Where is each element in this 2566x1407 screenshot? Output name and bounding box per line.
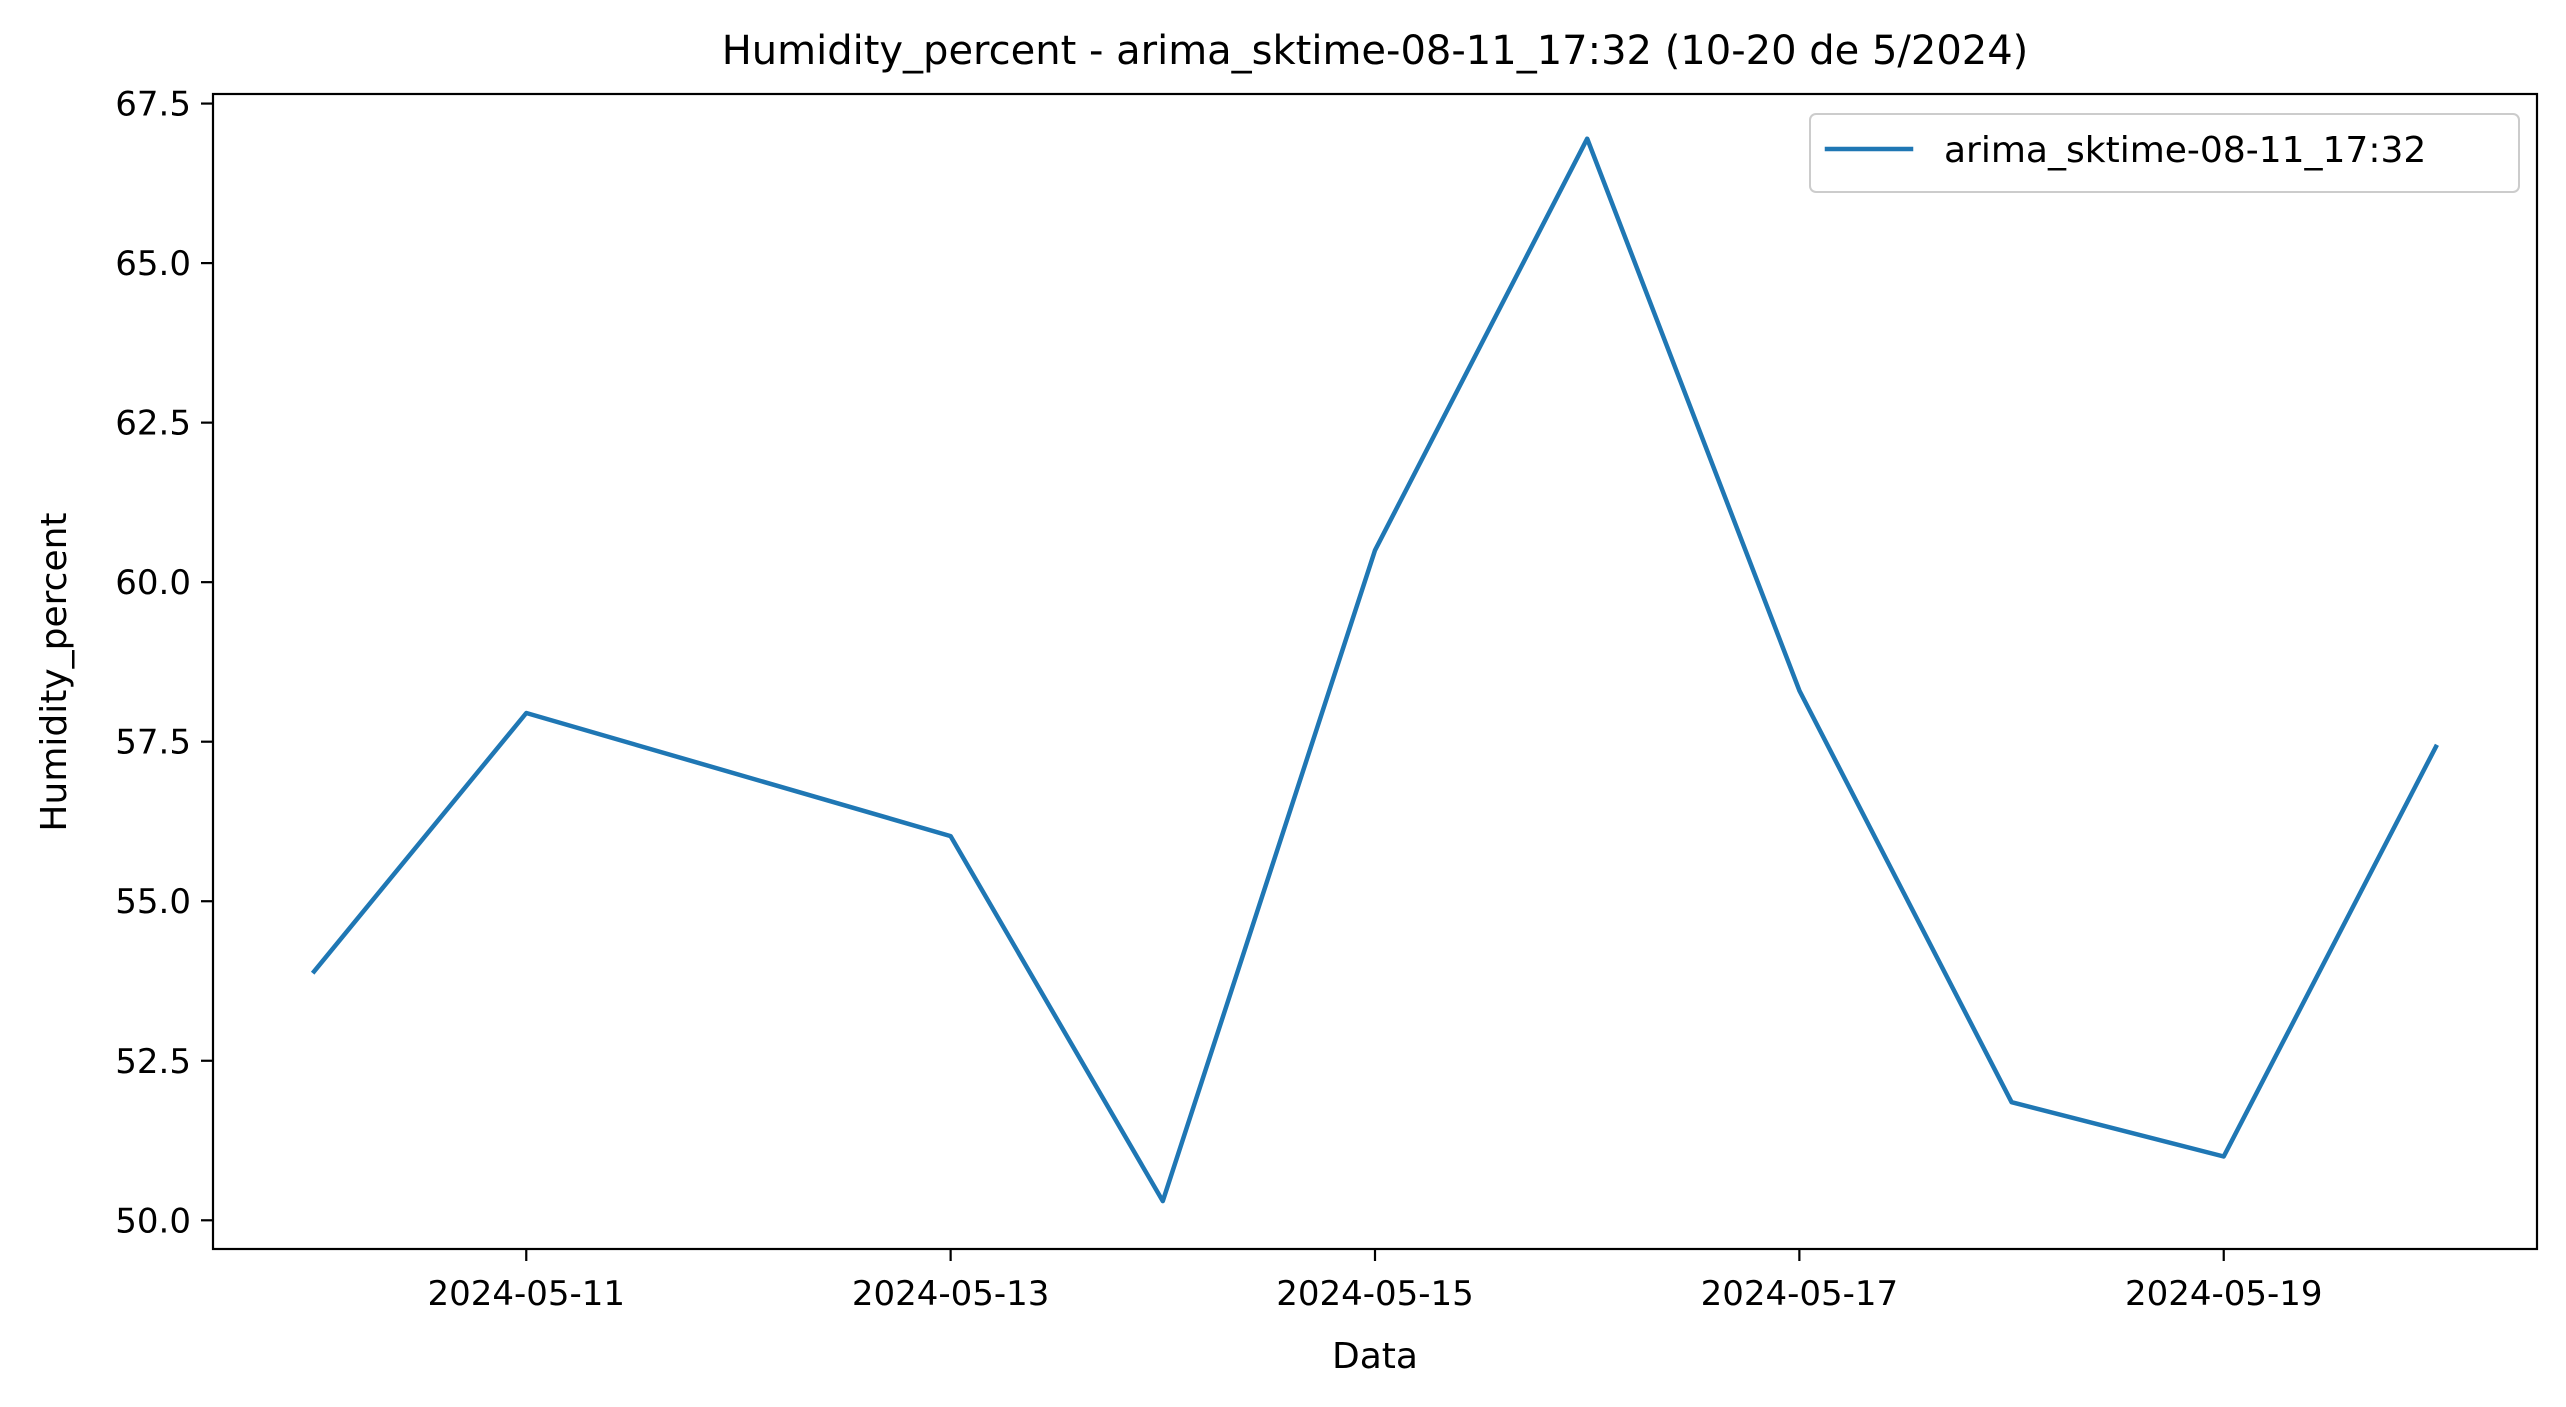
x-tick-label: 2024-05-13 [852,1274,1050,1314]
x-tick-label: 2024-05-17 [1701,1274,1899,1314]
legend-box [1809,113,2520,193]
x-tick-label: 2024-05-11 [427,1274,625,1314]
x-tick-label: 2024-05-15 [1276,1274,1474,1314]
plot-area-frame [211,92,2539,1251]
y-axis-ticks: 50.0 52.5 55.0 57.5 60.0 62.5 65.0 67.5 [115,85,213,1241]
chart-title: Humidity_percent - arima_sktime-08-11_17… [722,28,2029,74]
y-tick-label: 50.0 [115,1201,191,1241]
y-tick-label: 65.0 [115,244,191,284]
y-tick-label: 62.5 [115,404,191,444]
y-axis-label: Humidity_percent [34,512,75,831]
legend-label: arima_sktime-08-11_17:32 [1944,130,2426,171]
y-tick-label: 60.0 [115,563,191,603]
x-axis-label: Data [1332,1336,1418,1377]
series-layer [310,136,2439,1204]
legend: arima_sktime-08-11_17:32 [1809,113,2520,193]
x-tick-label: 2024-05-19 [2125,1274,2323,1314]
y-tick-label: 55.0 [115,882,191,922]
series-line [310,136,2439,1204]
y-tick-label: 52.5 [115,1042,191,1082]
y-tick-label: 57.5 [115,723,191,763]
x-axis-ticks: 2024-05-11 2024-05-13 2024-05-15 2024-05-17… [427,1249,2323,1314]
y-tick-label: 67.5 [115,85,191,125]
